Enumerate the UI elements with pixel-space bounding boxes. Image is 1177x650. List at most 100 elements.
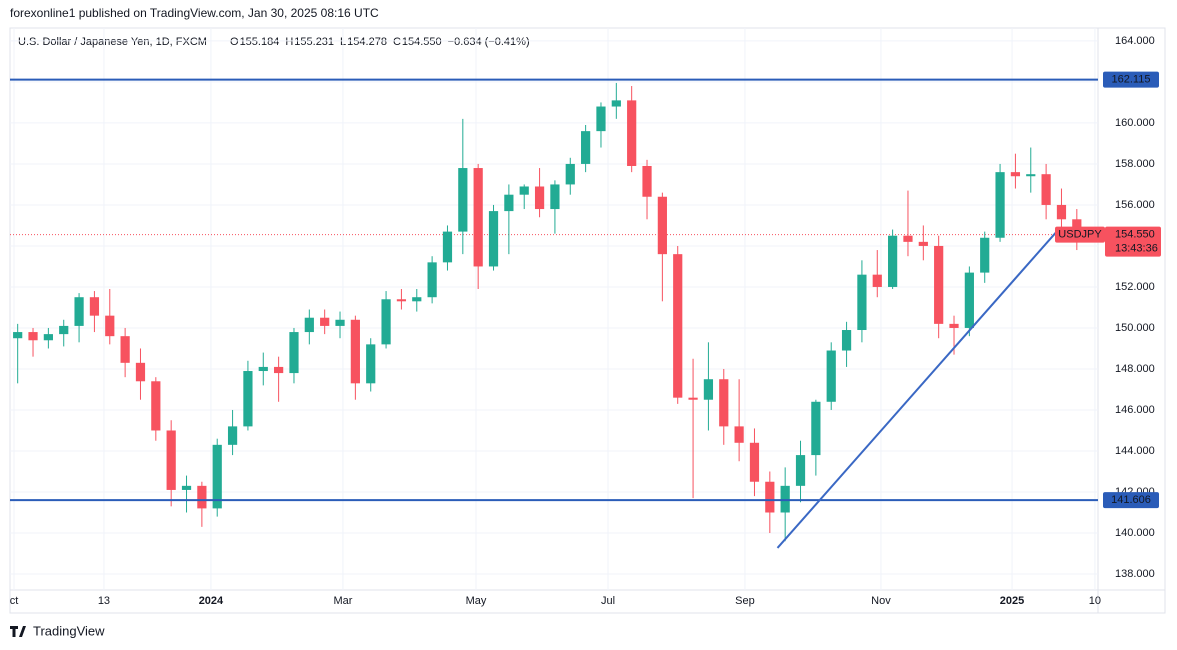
candle-body xyxy=(74,297,84,326)
candle-body xyxy=(166,430,176,490)
x-tick-label: Jul xyxy=(601,595,615,607)
candle-body xyxy=(841,330,852,351)
candle-body xyxy=(1026,174,1036,177)
ohlc-value: 154.278 xyxy=(347,36,387,48)
candle-body xyxy=(105,315,115,337)
countdown: 13:43:36 xyxy=(1115,243,1158,255)
candle-body xyxy=(903,235,913,242)
candle-body xyxy=(473,168,483,267)
price-label-bg xyxy=(1103,492,1159,509)
x-tick-label: May xyxy=(466,595,487,607)
y-tick-label: 148.000 xyxy=(1115,363,1155,375)
candle-body xyxy=(964,272,974,328)
candle-body xyxy=(611,100,621,107)
candle-body xyxy=(826,350,836,402)
candle-body xyxy=(734,426,744,443)
candle-body xyxy=(212,444,222,509)
candle-body xyxy=(366,344,376,384)
candle-body xyxy=(673,254,683,398)
candle-body xyxy=(949,323,959,328)
candle-body xyxy=(258,366,268,372)
candle-body xyxy=(135,362,146,382)
x-tick-label: 2025 xyxy=(1000,595,1024,607)
price-label-bg xyxy=(1103,71,1159,88)
candle-body xyxy=(304,317,314,333)
candle-body xyxy=(995,172,1005,238)
candle-body xyxy=(320,317,330,326)
x-tick-label: Mar xyxy=(333,595,352,607)
candle-body xyxy=(120,336,130,363)
candle-body xyxy=(596,106,606,132)
candle-body xyxy=(657,196,667,255)
candle-body xyxy=(396,299,407,302)
brand-logo: TradingView xyxy=(10,623,105,638)
candle-body xyxy=(197,485,207,509)
change: −0.634 (−0.41%) xyxy=(448,36,530,48)
candle-body xyxy=(412,297,422,302)
symbol-title: U.S. Dollar / Japanese Yen, 1D, FXCM xyxy=(18,36,207,48)
candle-body xyxy=(872,274,882,287)
candle-body xyxy=(243,371,253,427)
candle-body xyxy=(427,262,437,298)
candle-body xyxy=(934,245,944,324)
candle-body xyxy=(888,235,898,287)
candle-body xyxy=(274,366,284,374)
published: forexonline1 published on TradingView.co… xyxy=(10,6,379,20)
trendline xyxy=(776,227,1061,549)
frame xyxy=(9,27,1166,614)
candle-body xyxy=(534,186,545,210)
candle-body xyxy=(918,241,928,246)
y-tick-label: 164.000 xyxy=(1115,35,1155,47)
candle-body xyxy=(1041,174,1051,205)
candle-body xyxy=(519,186,529,195)
ohlc-key: O xyxy=(230,36,239,48)
candle-body xyxy=(795,455,806,486)
ohlc-value: 155.184 xyxy=(240,36,280,48)
candle-body xyxy=(703,379,714,400)
x-tick-label: 13 xyxy=(98,595,110,607)
ohlc-key: H xyxy=(285,36,293,48)
y-tick-label: 146.000 xyxy=(1115,404,1155,416)
candle-body xyxy=(642,165,652,197)
x-tick-label: Nov xyxy=(871,595,891,607)
candle-body xyxy=(442,231,453,263)
x-tick-label: 10 xyxy=(1089,595,1101,607)
y-tick-label: 156.000 xyxy=(1115,199,1155,211)
candle-body xyxy=(688,397,698,400)
candle-body xyxy=(381,299,391,345)
price-label: 162.115 xyxy=(1112,73,1151,85)
candle-body xyxy=(811,401,821,456)
candle-body xyxy=(43,334,53,341)
candle-body xyxy=(719,379,729,427)
candle-body xyxy=(765,481,775,513)
candle-body xyxy=(28,332,38,341)
candle-body xyxy=(1010,172,1021,177)
y-tick-label: 158.000 xyxy=(1115,158,1155,170)
candle-body xyxy=(488,211,499,267)
candle-body xyxy=(550,184,560,210)
last-price-label: 154.550 xyxy=(1115,229,1155,241)
candle-body xyxy=(89,297,100,316)
ohlc-value: 154.550 xyxy=(402,36,442,48)
candle-body xyxy=(581,131,591,164)
symbol-tag-bg xyxy=(1055,226,1105,243)
symbol-tag: USDJPY xyxy=(1058,229,1102,241)
candle-body xyxy=(151,381,161,431)
candle-body xyxy=(335,319,345,326)
x-tick-label: ct xyxy=(10,595,19,607)
candle-body xyxy=(289,332,299,374)
candle-body xyxy=(59,325,69,335)
y-tick-label: 140.000 xyxy=(1115,527,1155,539)
x-tick-label: Sep xyxy=(735,595,755,607)
candle-body xyxy=(565,163,575,185)
candle-body xyxy=(181,485,192,490)
ohlc-value: 155.231 xyxy=(294,36,334,48)
last-price-bg xyxy=(1105,226,1161,257)
candle-body xyxy=(227,426,238,445)
candle-body xyxy=(13,332,23,339)
y-tick-label: 152.000 xyxy=(1115,281,1155,293)
candle-body xyxy=(1056,204,1067,220)
